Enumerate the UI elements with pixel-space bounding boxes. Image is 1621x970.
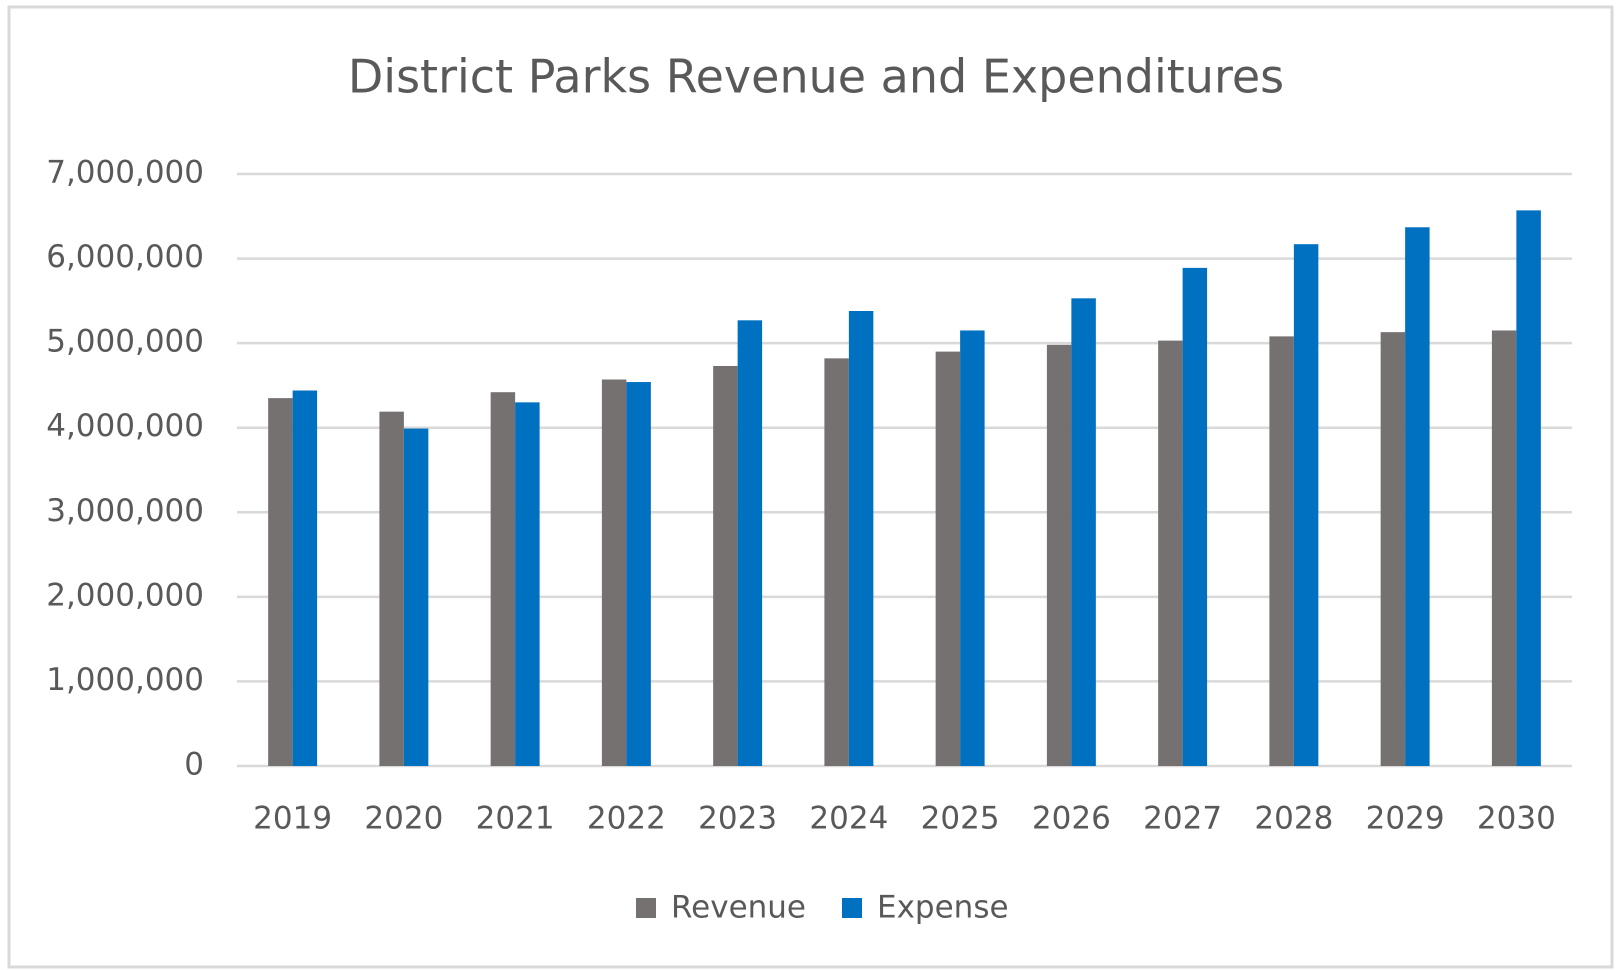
bar xyxy=(1158,340,1183,766)
x-tick-label: 2024 xyxy=(809,801,888,837)
y-tick-label: 0 xyxy=(184,747,204,783)
x-tick-label: 2019 xyxy=(253,801,332,837)
bar xyxy=(1046,344,1072,766)
x-tick-label: 2023 xyxy=(698,801,777,837)
x-tick-label: 2029 xyxy=(1366,801,1445,837)
bar xyxy=(848,311,874,766)
x-tick-label: 2026 xyxy=(1032,801,1111,837)
bar xyxy=(737,320,763,766)
y-tick-label: 7,000,000 xyxy=(46,155,204,191)
bar xyxy=(1071,298,1096,766)
bar xyxy=(1293,244,1319,767)
bar xyxy=(601,379,627,766)
y-tick-label: 1,000,000 xyxy=(46,662,204,698)
bar xyxy=(268,398,293,766)
y-tick-label: 4,000,000 xyxy=(46,408,204,444)
bar xyxy=(1405,227,1430,766)
y-tick-label: 5,000,000 xyxy=(46,324,204,360)
x-tick-label: 2021 xyxy=(476,801,555,837)
y-tick-label: 6,000,000 xyxy=(46,239,204,275)
legend-label: Expense xyxy=(877,890,1009,926)
bar xyxy=(1269,336,1294,766)
bar xyxy=(403,428,429,766)
bar xyxy=(1491,330,1517,766)
bar xyxy=(960,330,985,766)
x-tick-label: 2028 xyxy=(1254,801,1333,837)
bar xyxy=(1182,267,1208,766)
x-tick-label: 2022 xyxy=(587,801,666,837)
x-tick-label: 2025 xyxy=(921,801,1000,837)
bar xyxy=(824,358,849,766)
bar xyxy=(935,351,961,766)
legend-label: Revenue xyxy=(671,890,806,926)
bar xyxy=(626,382,651,766)
bar xyxy=(515,402,540,766)
bar xyxy=(292,390,318,766)
y-tick-label: 2,000,000 xyxy=(46,577,204,613)
bar xyxy=(379,411,404,766)
bar xyxy=(713,365,738,766)
bar xyxy=(490,392,516,766)
x-tick-label: 2030 xyxy=(1477,801,1556,837)
legend-swatch xyxy=(636,898,656,918)
bar xyxy=(1516,210,1541,766)
legend-swatch xyxy=(842,898,862,918)
x-tick-label: 2020 xyxy=(364,801,443,837)
y-tick-label: 3,000,000 xyxy=(46,493,204,529)
x-tick-label: 2027 xyxy=(1143,801,1222,837)
bar xyxy=(1380,332,1406,766)
chart-title: District Parks Revenue and Expenditures xyxy=(348,50,1284,104)
